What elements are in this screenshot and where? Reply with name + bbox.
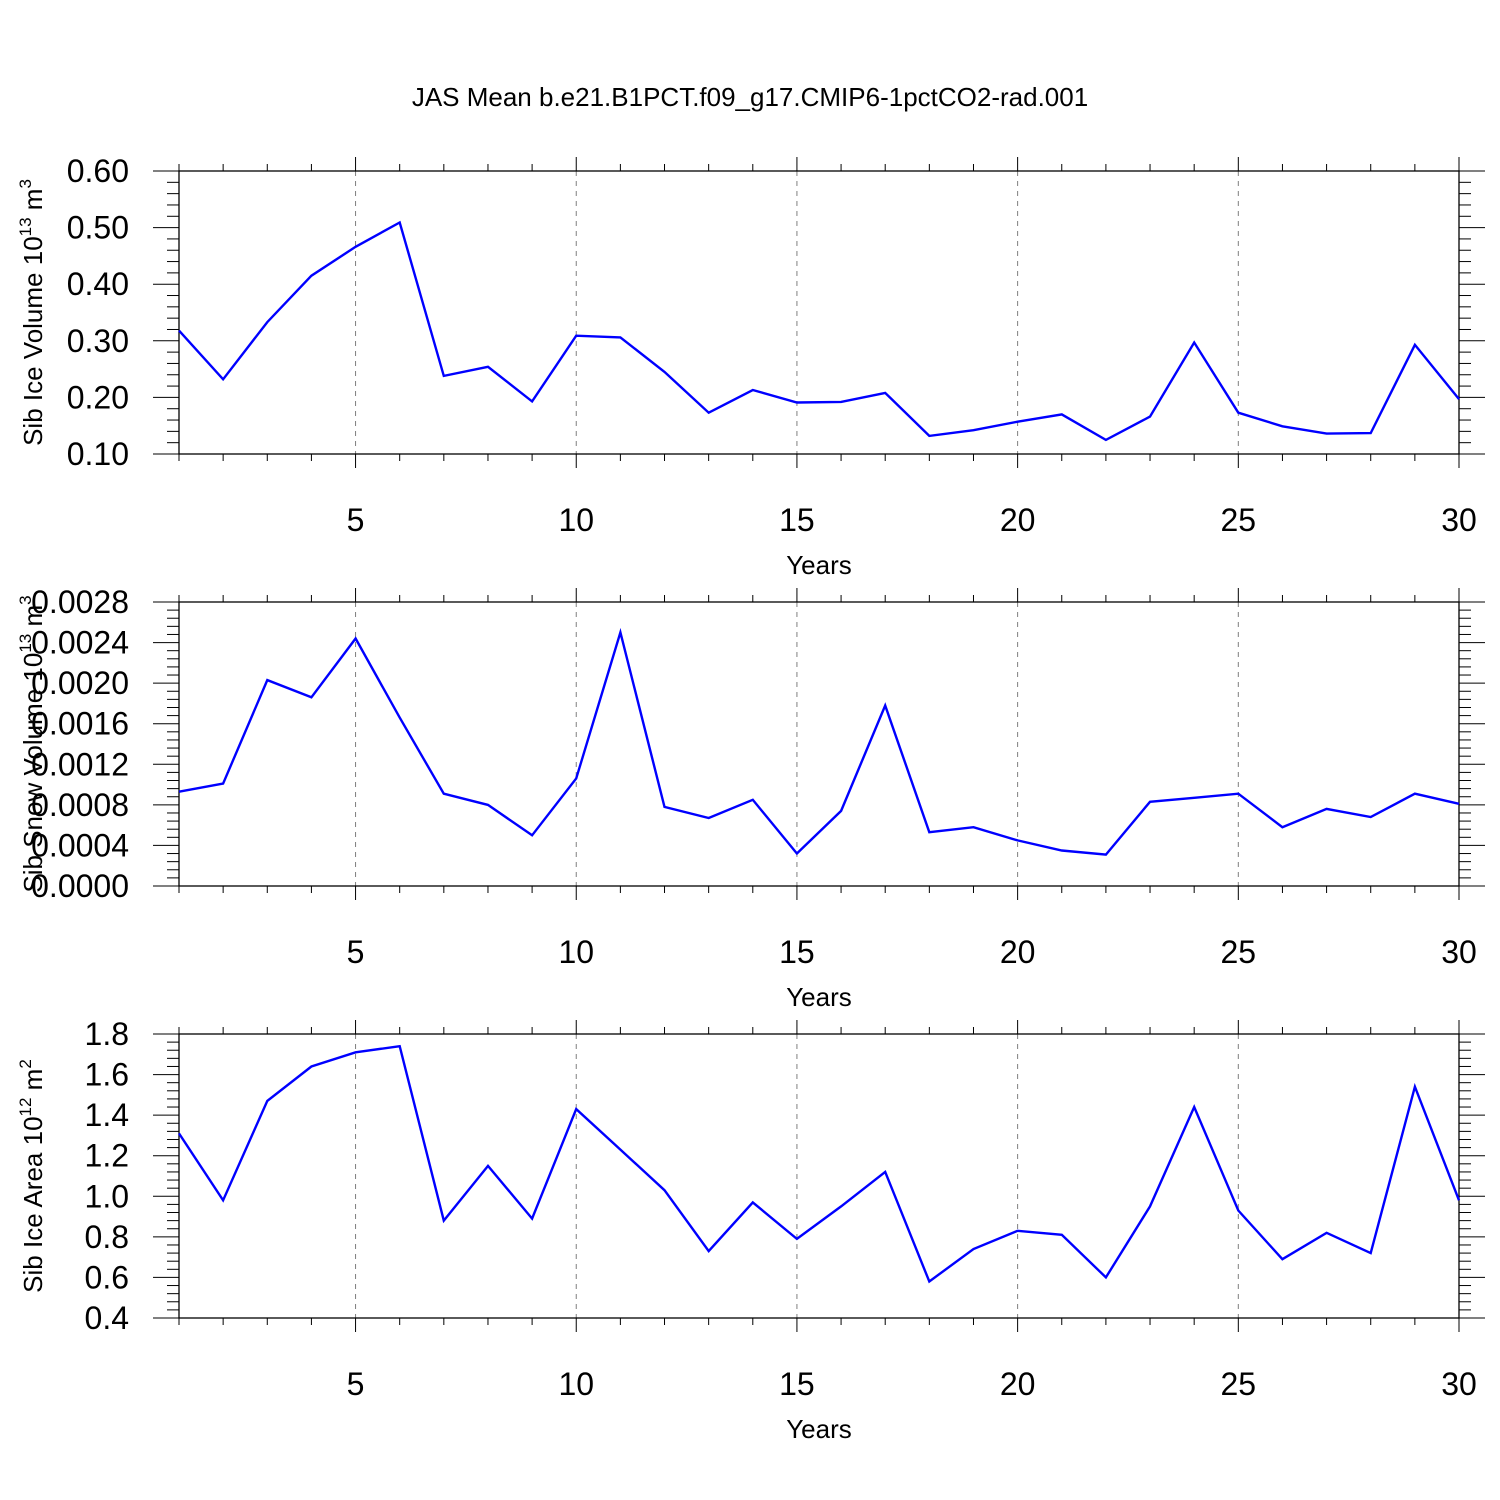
y-tick-label: 0.40 [67,266,129,302]
x-tick-label: 30 [1441,934,1477,970]
y-tick-label: 0.8 [85,1219,129,1255]
x-tick-label: 25 [1221,502,1257,538]
y-axis-label: Sib Ice Area 1012 m2 [16,1059,48,1293]
y-tick-label: 0.30 [67,323,129,359]
x-tick-label: 20 [1000,502,1036,538]
series-line [178,627,1460,856]
x-axis-label: Years [786,982,852,1012]
plot-frame [178,170,1460,455]
x-tick-label: 25 [1221,1366,1257,1402]
y-tick-label: 0.6 [85,1259,129,1295]
y-tick-label: 0.10 [67,436,129,472]
chart-title: JAS Mean b.e21.B1PCT.f09_g17.CMIP6-1pctC… [412,82,1088,112]
y-tick-label: 0.60 [67,153,129,189]
x-tick-label: 20 [1000,934,1036,970]
y-tick-label: 1.2 [85,1138,129,1174]
series-line [178,220,1460,442]
y-tick-label: 0.0000 [31,868,129,904]
y-tick-label: 0.0008 [31,787,129,823]
series-line [177,1044,1461,1284]
y-tick-label: 0.50 [67,210,129,246]
x-tick-label: 10 [558,502,594,538]
panel-2: 0.0000 0.0004 0.0008 0.0012 0.0016 0.0020 0.00… [16,584,1485,1012]
y-tick-label: 0.4 [85,1300,129,1336]
x-tick-label: 10 [558,1366,594,1402]
panel-1: 0.10 0.20 0.30 0.40 0.50 0.60 5 10 15 20 25 30 Years… [16,153,1485,580]
x-tick-label: 25 [1221,934,1257,970]
plot-frame [178,601,1460,887]
x-tick-label: 10 [558,934,594,970]
y-axis-label: Sib Snow Volume 1013 m3 [16,595,48,892]
y-tick-label: 0.0004 [31,827,129,863]
x-tick-label: 5 [347,1366,365,1402]
x-tick-label: 5 [347,934,365,970]
x-tick-label: 15 [779,502,815,538]
x-tick-label: 30 [1441,1366,1477,1402]
y-tick-label: 0.0012 [31,746,129,782]
y-tick-label: 1.0 [85,1178,129,1214]
x-tick-label: 5 [347,502,365,538]
y-tick-label: 0.0028 [31,584,129,620]
plot-frame [178,1033,1460,1319]
y-tick-label: 0.0024 [31,625,129,661]
y-tick-label: 1.6 [85,1057,129,1093]
x-tick-label: 15 [779,934,815,970]
y-axis-label: Sib Ice Volume 1013 m3 [16,179,48,446]
y-tick-label: 0.0020 [31,665,129,701]
y-tick-label: 0.0016 [31,706,129,742]
x-axis-label: Years [786,1414,852,1444]
panel-3: 0.4 0.6 0.8 1.0 1.2 1.4 1.6 1.8 5 10 15 20 25 30 Years… [16,1016,1485,1444]
x-tick-label: 15 [779,1366,815,1402]
x-tick-label: 30 [1441,502,1477,538]
x-tick-label: 20 [1000,1366,1036,1402]
y-tick-label: 1.4 [85,1097,129,1133]
y-tick-label: 0.20 [67,379,129,415]
chart-panels: 0.10 0.20 0.30 0.40 0.50 0.60 5 10 15 20 25 30 Years… [16,153,1485,1444]
y-tick-label: 1.8 [85,1016,129,1052]
x-axis-label: Years [786,550,852,580]
